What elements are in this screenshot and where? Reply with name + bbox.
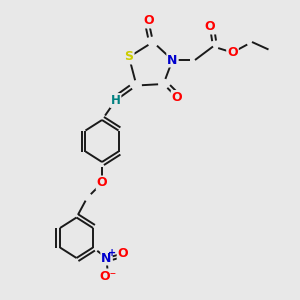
Text: O: O [118, 247, 128, 260]
Text: +: + [108, 248, 116, 258]
Text: O: O [97, 176, 107, 190]
Text: O⁻: O⁻ [99, 269, 117, 283]
Text: H: H [111, 94, 120, 107]
Text: O: O [227, 46, 238, 59]
Text: S: S [124, 50, 134, 64]
Text: N: N [167, 53, 178, 67]
Text: O: O [143, 14, 154, 28]
Text: O: O [205, 20, 215, 34]
Text: N: N [101, 251, 112, 265]
Text: O: O [172, 91, 182, 104]
